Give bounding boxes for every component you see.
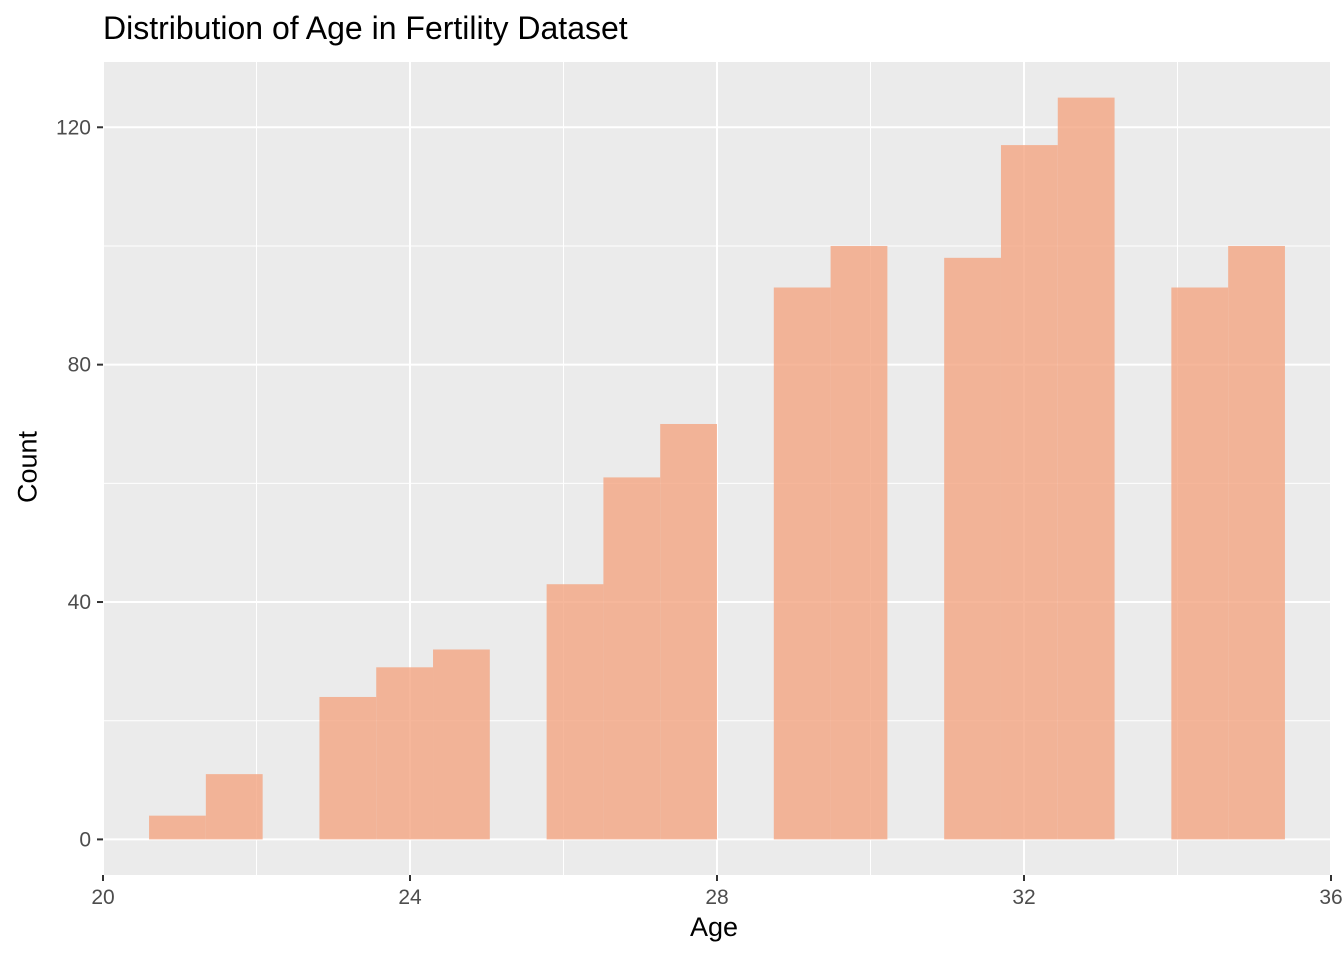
histogram-bar [1171,287,1229,840]
y-axis: 0 40 80 120 [56,116,103,851]
x-tick-label: 20 [91,886,114,909]
y-tick-label: 80 [68,354,91,377]
histogram-bar [546,584,604,840]
histogram-bar [149,815,206,840]
histogram-bar [1057,97,1115,840]
histogram-bar [205,774,263,840]
y-tick-label: 0 [79,828,91,851]
histogram-bar [319,696,377,840]
histogram-bar [433,649,490,840]
y-axis-label: Count [12,430,43,504]
chart-title: Distribution of Age in Fertility Dataset [103,10,628,46]
histogram-bar [830,245,888,840]
x-tick-label: 28 [705,886,728,909]
histogram-bar [944,257,1001,840]
y-tick-label: 40 [68,591,91,614]
x-axis-label: Age [689,912,739,942]
histogram-bar [376,667,434,840]
x-axis: 20 24 28 32 36 [91,875,1343,909]
y-tick-label: 120 [56,116,91,139]
x-tick-label: 24 [398,886,422,909]
histogram-bar [660,423,717,840]
histogram-bar [603,477,661,840]
histogram-bar [1228,245,1285,840]
histogram-bar [773,287,831,840]
x-tick-label: 36 [1319,886,1342,909]
histogram-bar [1000,145,1058,840]
histogram-bars [149,97,1285,840]
x-tick-label: 32 [1012,886,1035,909]
